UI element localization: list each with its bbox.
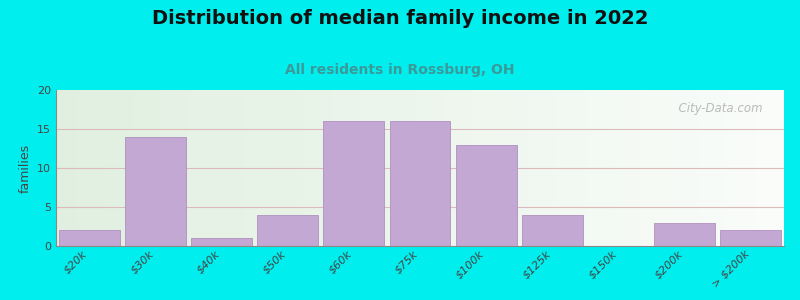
Bar xyxy=(522,215,583,246)
Text: City-Data.com: City-Data.com xyxy=(670,103,762,116)
Bar xyxy=(323,121,384,246)
Bar xyxy=(58,230,119,246)
Bar xyxy=(654,223,715,246)
Bar xyxy=(456,145,517,246)
Text: All residents in Rossburg, OH: All residents in Rossburg, OH xyxy=(286,63,514,77)
Bar xyxy=(390,121,450,246)
Bar xyxy=(125,137,186,246)
Y-axis label: families: families xyxy=(18,143,31,193)
Text: Distribution of median family income in 2022: Distribution of median family income in … xyxy=(152,9,648,28)
Bar xyxy=(257,215,318,246)
Bar xyxy=(721,230,782,246)
Bar xyxy=(191,238,252,246)
